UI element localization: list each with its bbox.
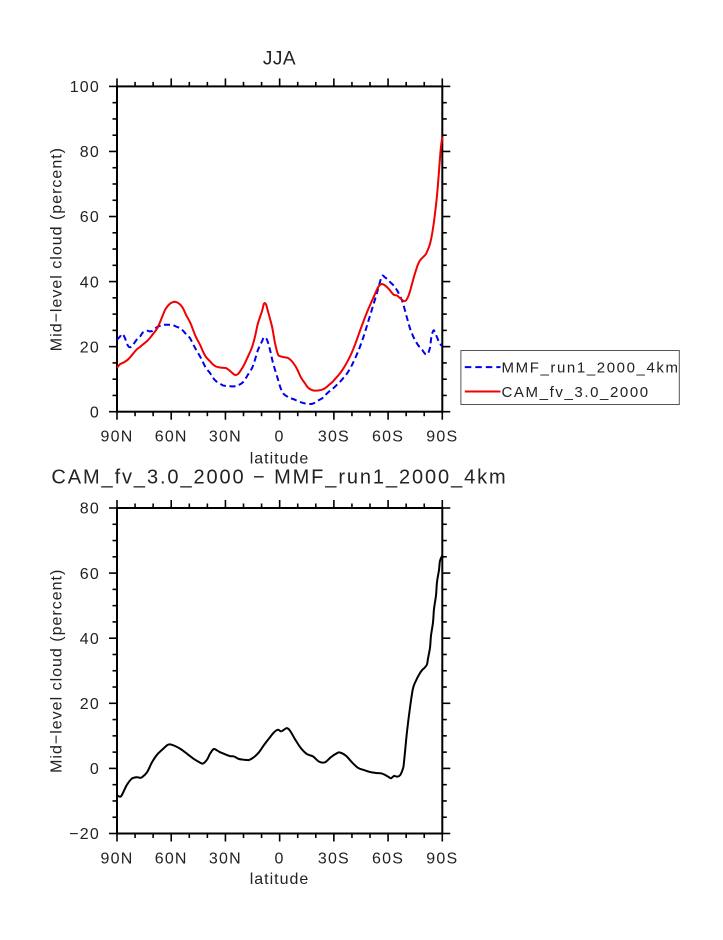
svg-text:Mid−level cloud (percent): Mid−level cloud (percent) bbox=[49, 569, 66, 773]
svg-text:90N: 90N bbox=[101, 429, 134, 446]
svg-text:0: 0 bbox=[275, 429, 285, 446]
svg-text:90S: 90S bbox=[426, 429, 458, 446]
svg-text:60S: 60S bbox=[372, 429, 404, 446]
svg-text:JJA: JJA bbox=[263, 49, 296, 70]
svg-text:60N: 60N bbox=[155, 429, 188, 446]
svg-text:30N: 30N bbox=[209, 429, 242, 446]
svg-text:60S: 60S bbox=[372, 851, 404, 868]
svg-text:CAM_fv_3.0_2000 − MMF_run1_200: CAM_fv_3.0_2000 − MMF_run1_2000_4km bbox=[51, 466, 507, 488]
svg-text:20: 20 bbox=[80, 696, 100, 713]
svg-text:0: 0 bbox=[275, 851, 285, 868]
svg-text:80: 80 bbox=[80, 144, 100, 161]
svg-text:latitude: latitude bbox=[250, 871, 310, 888]
svg-text:60N: 60N bbox=[155, 851, 188, 868]
svg-text:60: 60 bbox=[80, 566, 100, 583]
svg-text:30S: 30S bbox=[318, 851, 350, 868]
svg-text:80: 80 bbox=[80, 501, 100, 518]
svg-text:MMF_run1_2000_4km: MMF_run1_2000_4km bbox=[502, 360, 680, 377]
svg-text:100: 100 bbox=[70, 79, 100, 96]
svg-text:−20: −20 bbox=[69, 826, 100, 843]
svg-text:40: 40 bbox=[80, 631, 100, 648]
svg-text:40: 40 bbox=[80, 274, 100, 291]
svg-text:CAM_fv_3.0_2000: CAM_fv_3.0_2000 bbox=[502, 384, 650, 401]
svg-text:0: 0 bbox=[90, 761, 100, 778]
svg-text:latitude: latitude bbox=[250, 450, 310, 467]
svg-text:30S: 30S bbox=[318, 429, 350, 446]
svg-text:60: 60 bbox=[80, 209, 100, 226]
svg-text:20: 20 bbox=[80, 339, 100, 356]
svg-text:90N: 90N bbox=[101, 851, 134, 868]
svg-text:0: 0 bbox=[90, 404, 100, 421]
svg-text:90S: 90S bbox=[426, 851, 458, 868]
svg-text:30N: 30N bbox=[209, 851, 242, 868]
svg-text:Mid−level cloud (percent): Mid−level cloud (percent) bbox=[49, 147, 66, 351]
